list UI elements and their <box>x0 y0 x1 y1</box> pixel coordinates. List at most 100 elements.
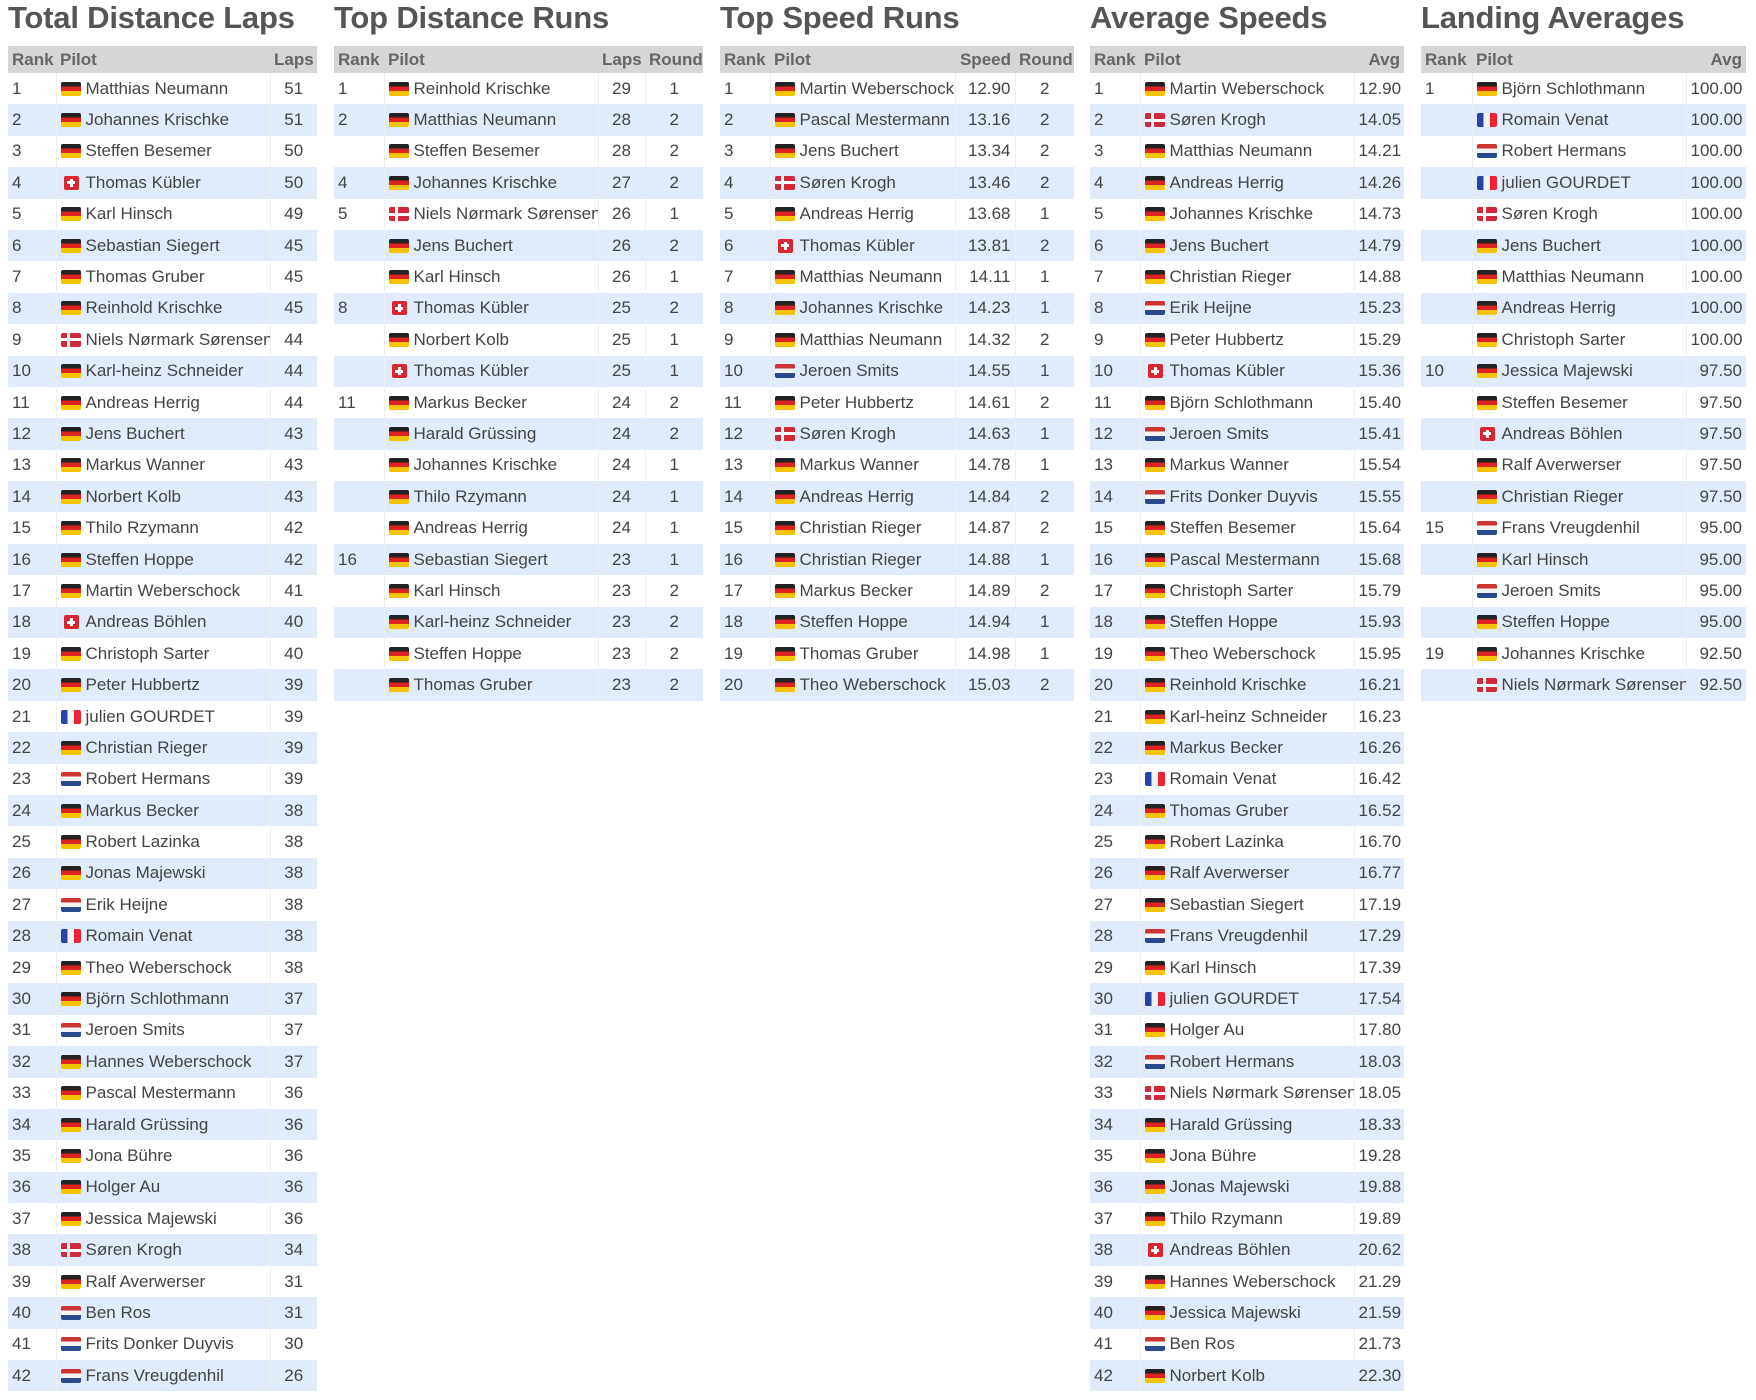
table-row: Thilo Rzymann 24 1 <box>334 481 703 513</box>
flag-germany-icon <box>774 646 795 661</box>
rank-cell: 26 <box>1090 857 1141 890</box>
round-cell: 1 <box>1015 418 1074 450</box>
column-header-pilot[interactable]: Pilot <box>1472 46 1686 73</box>
table-row: 37 Jessica Majewski 36 <box>8 1203 317 1235</box>
pilot-name: Steffen Besemer <box>1169 518 1296 538</box>
avg-cell: 21.29 <box>1358 1271 1402 1291</box>
column-header-rank[interactable]: Rank <box>720 46 770 73</box>
table-row: 15 Steffen Besemer 15.64 <box>1090 512 1404 544</box>
column-header-laps[interactable]: Laps <box>270 46 317 73</box>
column-header-pilot[interactable]: Pilot <box>384 46 598 73</box>
pilot-name: Matthias Neumann <box>799 329 943 349</box>
pilot-name: Sebastian Siegert <box>1169 894 1304 914</box>
pilot-name: Karl-heinz Schneider <box>85 361 244 381</box>
pilot-cell: Niels Nørmark Sørensen <box>56 324 271 356</box>
pilot-cell: julien GOURDET <box>1472 167 1687 199</box>
column-header-avg[interactable]: Avg <box>1686 46 1746 73</box>
pilot-name: Andreas Böhlen <box>1169 1240 1291 1260</box>
pilot-name: Steffen Hoppe <box>85 549 194 569</box>
rank-cell <box>1421 261 1473 293</box>
table-row: 25 Robert Lazinka 16.70 <box>1090 826 1404 858</box>
column-header-pilot[interactable]: Pilot <box>1140 46 1354 73</box>
speed-cell: 14.88 <box>955 543 1016 576</box>
round-cell: 2 <box>669 392 679 412</box>
flag-denmark-icon <box>1144 1086 1165 1101</box>
table-row: 5 Karl Hinsch 49 <box>8 198 317 230</box>
column-header-rank[interactable]: Rank <box>334 46 384 73</box>
pilot-name: Björn Schlothmann <box>1501 78 1646 98</box>
avg-cell: 100.00 <box>1690 267 1743 287</box>
flag-germany-icon <box>388 583 409 598</box>
pilot-name: Andreas Herrig <box>85 392 200 412</box>
pilot-name: Markus Wanner <box>1169 455 1289 475</box>
pilot-name: Johannes Krischke <box>85 110 230 130</box>
flag-germany-icon <box>60 521 81 536</box>
rank-cell: 35 <box>8 1140 57 1172</box>
avg-cell: 12.90 <box>1358 78 1402 98</box>
laps-cell: 45 <box>284 267 304 287</box>
flag-germany-icon <box>60 803 81 818</box>
column-header-avg[interactable]: Avg <box>1354 46 1404 73</box>
column-header-round[interactable]: Round <box>645 46 703 73</box>
pilot-name: Thomas Kübler <box>1169 361 1285 381</box>
rank-cell: 8 <box>334 292 385 325</box>
pilot-cell: Søren Krogh <box>770 418 956 450</box>
pilot-name: Thilo Rzymann <box>413 486 527 506</box>
table-row: Andreas Herrig 100.00 <box>1421 292 1746 325</box>
avg-cell: 15.40 <box>1358 392 1402 412</box>
laps-cell: 24 <box>598 449 646 482</box>
pilot-cell: Sebastian Siegert <box>384 543 599 576</box>
flag-germany-icon <box>1144 1148 1165 1163</box>
flag-germany-icon <box>774 207 795 222</box>
laps-cell: 44 <box>270 355 317 387</box>
rank-cell: 18 <box>1090 606 1141 639</box>
avg-cell: 15.79 <box>1358 580 1402 600</box>
pilot-name: Theo Weberschock <box>1169 643 1316 663</box>
table-row: 8 Reinhold Krischke 45 <box>8 292 317 325</box>
flag-germany-icon <box>60 395 81 410</box>
pilot-cell: Björn Schlothmann <box>56 983 271 1015</box>
pilot-cell: Robert Hermans <box>56 763 271 795</box>
flag-denmark-icon <box>60 1243 81 1258</box>
column-header-pilot[interactable]: Pilot <box>770 46 955 73</box>
column-header-speed[interactable]: Speed <box>955 46 1015 73</box>
avg-cell: 97.50 <box>1699 455 1742 475</box>
pilot-cell: Matthias Neumann <box>384 104 599 136</box>
column-header-rank[interactable]: Rank <box>8 46 56 73</box>
flag-germany-icon <box>1476 458 1497 473</box>
avg-cell: 15.29 <box>1358 329 1402 349</box>
rank-cell <box>1421 418 1473 450</box>
flag-netherlands-icon <box>1144 301 1165 316</box>
rank-cell: 25 <box>1090 826 1141 858</box>
pilot-cell: Jens Buchert <box>1472 229 1687 262</box>
pilot-cell: Matthias Neumann <box>1140 135 1355 168</box>
column-header-laps[interactable]: Laps <box>598 46 645 73</box>
laps-cell: 24 <box>598 418 646 450</box>
pilot-name: Markus Wanner <box>85 455 205 475</box>
table-row: 11 Andreas Herrig 44 <box>8 386 317 419</box>
pilot-cell: Jessica Majewski <box>56 1203 271 1235</box>
column-header-round[interactable]: Round <box>1015 46 1074 73</box>
pilot-name: Thomas Gruber <box>85 267 205 287</box>
pilot-cell: Thilo Rzymann <box>56 512 271 544</box>
table-row: 20 Peter Hubbertz 39 <box>8 669 317 701</box>
flag-germany-icon <box>774 144 795 159</box>
flag-germany-icon <box>774 489 795 504</box>
column-header-rank[interactable]: Rank <box>1090 46 1140 73</box>
rank-cell <box>1421 198 1473 230</box>
pilot-cell: Matthias Neumann <box>770 261 956 293</box>
column-header-pilot[interactable]: Pilot <box>56 46 270 73</box>
pilot-cell: Frits Donker Duyvis <box>56 1328 271 1361</box>
pilot-cell: Karl-heinz Schneider <box>384 606 599 639</box>
table-row: 13 Markus Wanner 14.78 1 <box>720 449 1074 482</box>
table-row: 10 Thomas Kübler 15.36 <box>1090 355 1404 387</box>
pilot-cell: Romain Venat <box>56 920 271 952</box>
avg-cell: 100.00 <box>1690 329 1743 349</box>
pilot-name: Theo Weberschock <box>799 675 946 695</box>
pilot-name: Niels Nørmark Sørensen <box>1169 1083 1354 1103</box>
pilot-cell: Jeroen Smits <box>1472 575 1687 607</box>
column-header-rank[interactable]: Rank <box>1421 46 1472 73</box>
table-row: 30 Björn Schlothmann 37 <box>8 983 317 1015</box>
pilot-cell: Markus Becker <box>1140 732 1355 764</box>
pilot-cell: Robert Hermans <box>1140 1046 1355 1078</box>
